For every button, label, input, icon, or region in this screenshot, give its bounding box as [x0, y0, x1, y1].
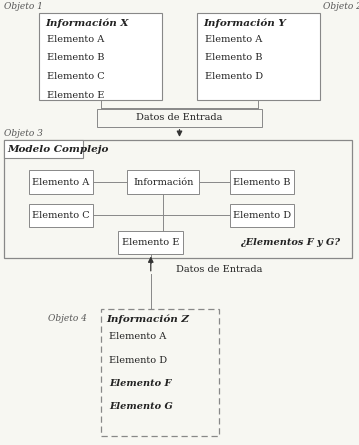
Bar: [118, 231, 183, 254]
Bar: [197, 13, 320, 100]
Text: Elemento B: Elemento B: [233, 178, 291, 186]
Bar: [127, 170, 199, 194]
Text: Elemento C: Elemento C: [32, 211, 90, 220]
Text: Elemento A: Elemento A: [109, 332, 167, 341]
Text: Elemento E: Elemento E: [47, 91, 104, 100]
Text: Objeto 4: Objeto 4: [48, 314, 87, 323]
Text: Objeto 1: Objeto 1: [4, 2, 42, 11]
Text: Modelo Complejo: Modelo Complejo: [7, 145, 108, 154]
Text: Elemento D: Elemento D: [109, 356, 168, 364]
Text: Elemento A: Elemento A: [47, 35, 104, 44]
Text: Información: Información: [133, 178, 194, 186]
Text: Elemento F: Elemento F: [109, 379, 172, 388]
Text: Información Y: Información Y: [203, 19, 286, 28]
Text: Elemento B: Elemento B: [47, 53, 104, 62]
Text: Elemento C: Elemento C: [47, 72, 104, 81]
Text: Información Z: Información Z: [106, 315, 189, 324]
Text: ¿Elementos F y G?: ¿Elementos F y G?: [241, 238, 341, 247]
Text: Elemento E: Elemento E: [122, 238, 180, 247]
Bar: [101, 309, 219, 436]
Bar: [97, 109, 262, 127]
Text: Elemento D: Elemento D: [233, 211, 291, 220]
Text: Objeto 3: Objeto 3: [4, 129, 42, 138]
Bar: [4, 140, 83, 158]
Bar: [39, 13, 162, 100]
Bar: [230, 170, 294, 194]
Bar: [29, 170, 93, 194]
Bar: [29, 204, 93, 227]
Bar: [230, 204, 294, 227]
Text: Datos de Entrada: Datos de Entrada: [136, 113, 223, 122]
Bar: [4, 140, 352, 258]
Text: Elemento A: Elemento A: [32, 178, 90, 186]
Text: Datos de Entrada: Datos de Entrada: [176, 265, 262, 274]
Text: Elemento A: Elemento A: [205, 35, 262, 44]
Text: Objeto 2: Objeto 2: [323, 2, 359, 11]
Text: Información X: Información X: [45, 19, 128, 28]
Text: Elemento D: Elemento D: [205, 72, 263, 81]
Text: Elemento G: Elemento G: [109, 402, 173, 411]
Text: Elemento B: Elemento B: [205, 53, 262, 62]
